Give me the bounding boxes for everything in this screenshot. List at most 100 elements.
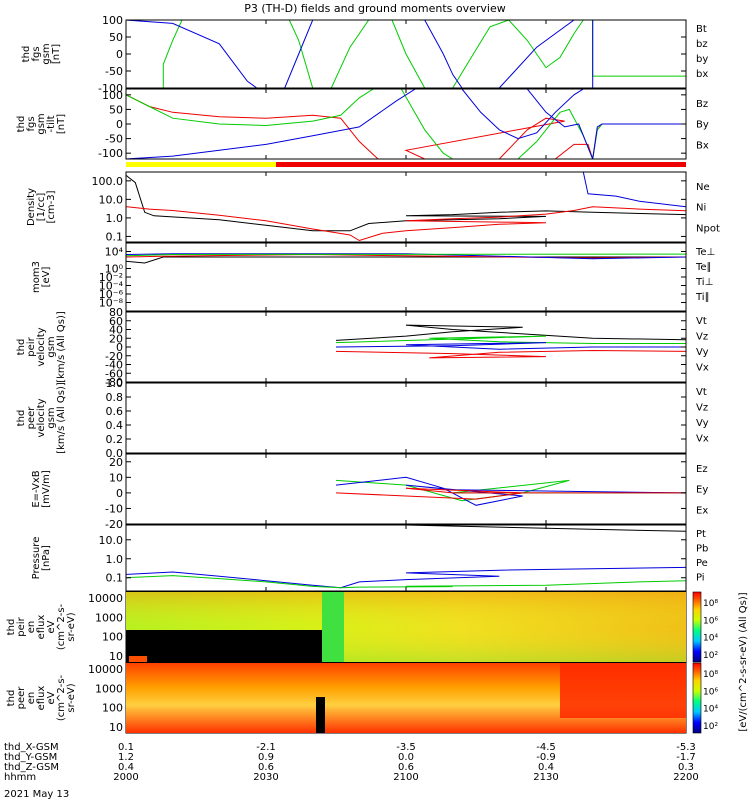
panel-frame [125, 382, 687, 454]
y-axis-label-line: [km/s (All Qs)] [56, 382, 67, 454]
y-tick-label: 10 [109, 471, 123, 484]
ion-spectrogram-black-region [126, 630, 322, 662]
x-axis-value: -5.3 [676, 742, 696, 753]
y-axis-label-line: [1/cc] [36, 193, 47, 222]
series-Bx [126, 89, 686, 159]
colorbar-tick: 10² [703, 651, 718, 661]
series-Ex [335, 476, 686, 506]
y-tick-label: 20 [109, 332, 123, 345]
y-tick-label: 100.0 [92, 175, 124, 188]
y-tick-label: -40 [105, 359, 123, 372]
orbit-bar-red [276, 162, 686, 167]
x-axis-value: 0.0 [398, 752, 414, 763]
legend-Ne: Ne [696, 182, 710, 193]
y-axis-label-line: thd [6, 619, 17, 636]
x-axis-value: -0.9 [536, 752, 556, 763]
legend-by: by [696, 54, 708, 65]
colorbar-tick: 10⁸ [703, 670, 718, 680]
y-tick-label: 10⁻⁶ [99, 288, 124, 301]
series-Te⊥ [126, 253, 686, 259]
series-bx [126, 20, 686, 88]
y-axis-label-line: fgs [31, 46, 42, 61]
electron-spectrogram-dark-red [560, 663, 686, 718]
y-axis-label-line: thd [16, 116, 27, 133]
panel-fgs-gsm: 100 50 0 -50 -100 thd fgs gsm [nT] Bt bz by bx [21, 14, 708, 95]
y-axis-label-line: thd [21, 46, 32, 63]
x-axis-row-label: thd_X-GSM [4, 742, 59, 753]
legend-Pt: Pt [696, 529, 706, 540]
y-tick-label: 0 [116, 341, 123, 354]
y-axis-label-line: (cm^2-s- [56, 674, 67, 721]
x-axis-value: 0.6 [258, 762, 274, 773]
y-axis-label-line: peer [16, 686, 27, 710]
series-Npot [582, 172, 686, 217]
y-tick-label: -20 [105, 350, 123, 363]
x-axis-value: 0.4 [118, 762, 134, 773]
y-axis-label-line: Pressure [31, 537, 42, 580]
y-tick-label: 10000 [88, 663, 123, 676]
legend-Ez: Ez [696, 464, 708, 475]
colorbar-tick: 10⁶ [703, 687, 718, 697]
x-axis-value: -1.7 [676, 752, 696, 763]
legend-Ex: Ex [696, 505, 708, 516]
y-axis-label: Pressure [nPa] [31, 537, 52, 580]
y-tick-label: 10 [109, 650, 123, 663]
legend-Te∥: Te∥ [695, 262, 712, 273]
series-Bz [126, 94, 686, 159]
panel-frame [125, 524, 687, 592]
y-axis-label: thd fgs gsm -tilt [nT] [16, 113, 67, 134]
series-Te∥ [126, 256, 686, 264]
legend-Bt: Bt [696, 24, 707, 35]
y-tick-label: 1.0 [106, 212, 124, 225]
y-axis-label-line: peir [16, 616, 27, 636]
y-tick-label: 0.4 [106, 419, 124, 432]
colorbars [692, 591, 702, 734]
y-axis-label-line: velocity [36, 327, 47, 366]
y-axis-label-line: -tilt [46, 115, 57, 132]
legend-bz: bz [696, 39, 708, 50]
legend-Vy: Vy [696, 347, 709, 358]
series-Pe [126, 575, 686, 589]
y-axis-label-line: [nT] [56, 114, 67, 134]
series-Ti⊥ [126, 253, 686, 260]
x-axis-value: -4.5 [536, 742, 556, 753]
legend-Te⊥: Te⊥ [695, 247, 715, 258]
x-axis-value: 1.2 [118, 752, 134, 763]
y-tick-label: 100 [102, 631, 123, 644]
x-axis-row-label: hhmm [4, 772, 36, 783]
y-axis-label-line: [km/s (All Qs)] [56, 311, 67, 383]
y-axis-label-line: peir [26, 336, 37, 356]
y-tick-label: 10.0 [99, 534, 124, 547]
y-axis-label-line: eflux [36, 686, 47, 711]
y-axis-label-line: gsm [41, 43, 52, 64]
y-tick-label: 0.2 [106, 433, 124, 446]
x-axis-value: 2030 [253, 772, 278, 783]
y-tick-label: 10⁻² [99, 271, 123, 284]
colorbar-label: [eV/(cm^2-s-sr-eV) (All Qs)] [738, 592, 749, 731]
legend-Pi: Pi [696, 573, 705, 584]
y-tick-label: -100 [98, 82, 123, 95]
y-tick-label: 10 [109, 721, 123, 734]
legend-Vz: Vz [696, 403, 708, 414]
y-axis-label-line: E=-VxB [31, 470, 42, 507]
y-tick-label: 10⁰ [105, 263, 124, 276]
legend-Ti⊥: Ti⊥ [695, 277, 713, 288]
y-axis-label-line: (cm^2-s- [56, 603, 67, 650]
series-Pt [405, 525, 686, 535]
y-axis-label-line: [nPa] [41, 545, 52, 571]
legend-Ey: Ey [696, 485, 708, 496]
y-tick-label: 0 [116, 118, 123, 131]
y-axis-label: E=-VxB [mV/m] [31, 470, 52, 508]
legend-Vt: Vt [696, 316, 707, 327]
y-tick-label: 100 [102, 702, 123, 715]
series-Vz [335, 349, 686, 359]
series-Ez [335, 487, 686, 500]
y-axis-label-line: eflux [36, 615, 47, 640]
x-axis-value: 2130 [533, 772, 558, 783]
y-axis-label: thd peer velocity gsm [km/s (All Qs)] [16, 382, 67, 454]
y-tick-label: 50 [109, 31, 123, 44]
y-tick-label: 0.8 [106, 391, 124, 404]
y-tick-label: 20 [109, 456, 123, 469]
